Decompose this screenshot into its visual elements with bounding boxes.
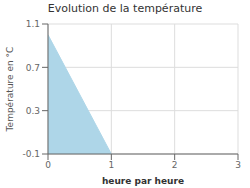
svg-text:heure par heure: heure par heure <box>102 176 184 186</box>
svg-text:3: 3 <box>235 160 241 170</box>
svg-text:2: 2 <box>172 160 178 170</box>
svg-text:1: 1 <box>108 160 114 170</box>
svg-text:1.1: 1.1 <box>26 19 40 29</box>
svg-text:0.3: 0.3 <box>26 106 40 116</box>
html-text:Evolution de la température: Evolution de la température <box>47 2 203 15</box>
svg-text:-0.1: -0.1 <box>22 149 40 159</box>
svg-text:0.7: 0.7 <box>26 63 40 73</box>
svg-text:Température en °C: Température en °C <box>8 47 15 133</box>
svg-text:0: 0 <box>45 160 51 170</box>
